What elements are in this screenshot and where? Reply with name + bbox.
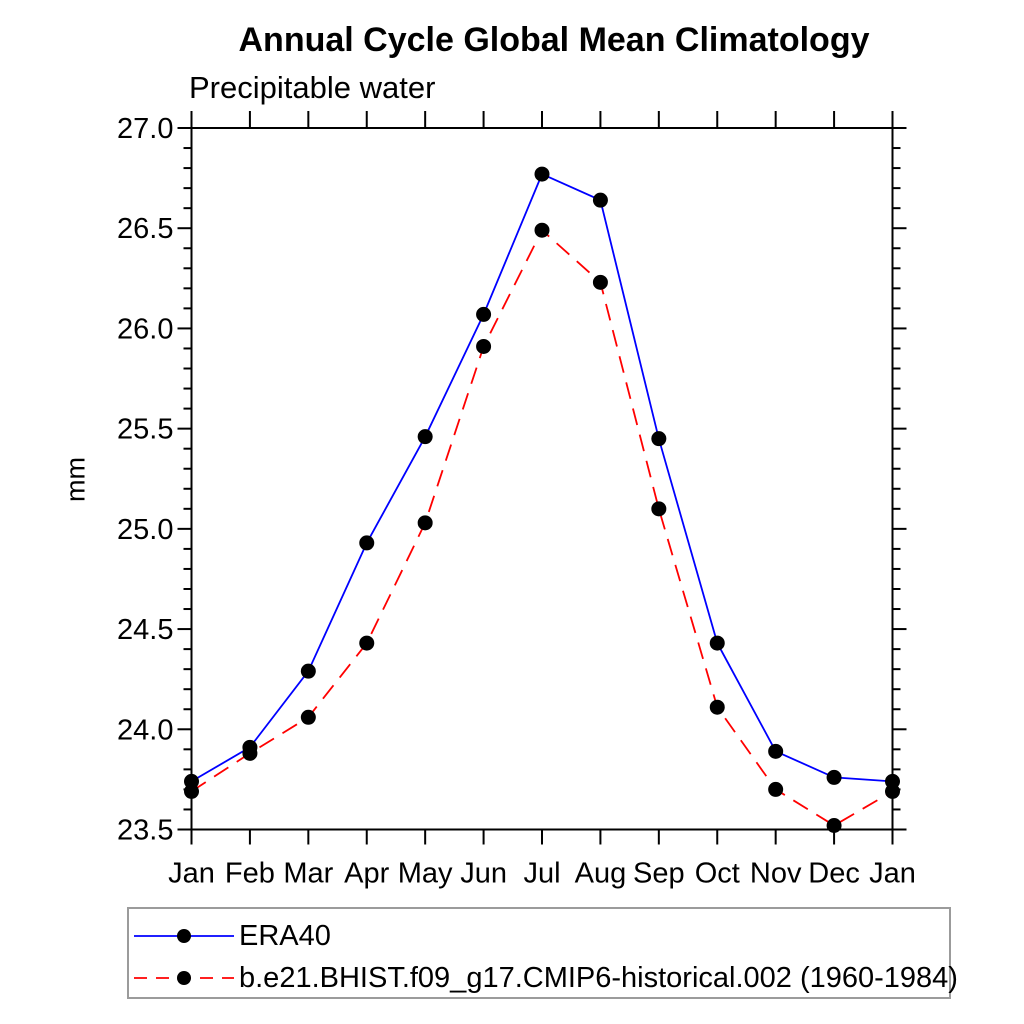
x-tick-label: Jul bbox=[523, 858, 560, 890]
series-marker-0 bbox=[359, 535, 375, 551]
series-marker-1 bbox=[242, 745, 258, 761]
series-marker-1 bbox=[184, 783, 199, 799]
series-marker-0 bbox=[417, 429, 433, 445]
legend-label: ERA40 bbox=[239, 919, 331, 952]
legend-line-sample bbox=[134, 971, 234, 985]
x-tick-label: Jan bbox=[869, 858, 916, 890]
series-marker-1 bbox=[709, 699, 725, 715]
y-tick-label: 25.5 bbox=[117, 414, 173, 446]
x-tick-label: Aug bbox=[575, 858, 627, 890]
x-tick-label: Nov bbox=[750, 858, 802, 890]
series-marker-1 bbox=[417, 515, 433, 531]
legend-box: ERA40 b.e21.BHIST.f09_g17.CMIP6-historica… bbox=[127, 907, 958, 999]
series-line-1 bbox=[191, 228, 893, 827]
y-tick-label: 23.5 bbox=[117, 815, 173, 847]
chart-subtitle: Precipitable water bbox=[189, 70, 436, 105]
y-tick-label: 25.0 bbox=[117, 514, 173, 546]
series-marker-1 bbox=[651, 501, 667, 517]
series-marker-0 bbox=[534, 166, 550, 182]
x-tick-label: Sep bbox=[633, 858, 685, 890]
legend-label: b.e21.BHIST.f09_g17.CMIP6-historical.002… bbox=[239, 961, 958, 994]
series-marker-0 bbox=[826, 769, 842, 785]
series-marker-1 bbox=[768, 781, 784, 797]
series-marker-0 bbox=[651, 431, 667, 447]
x-tick-label: Mar bbox=[283, 858, 333, 890]
series-marker-0 bbox=[709, 635, 725, 651]
series-marker-1 bbox=[476, 338, 492, 354]
series-marker-1 bbox=[300, 709, 316, 725]
y-tick-label: 24.5 bbox=[117, 614, 173, 646]
series-marker-0 bbox=[592, 192, 608, 208]
x-tick-label: Apr bbox=[344, 858, 389, 890]
y-tick-label: 26.5 bbox=[117, 213, 173, 245]
legend-item-1: b.e21.BHIST.f09_g17.CMIP6-historical.002… bbox=[132, 961, 958, 995]
series-marker-0 bbox=[476, 306, 492, 322]
series-marker-0 bbox=[300, 663, 316, 679]
legend-item-0: ERA40 bbox=[132, 919, 331, 953]
series-marker-1 bbox=[885, 783, 900, 799]
x-tick-label: Dec bbox=[808, 858, 860, 890]
x-tick-label: Feb bbox=[225, 858, 275, 890]
y-tick-label: 27.0 bbox=[117, 113, 173, 145]
y-tick-label: 26.0 bbox=[117, 313, 173, 345]
series-marker-1 bbox=[534, 222, 550, 238]
legend-marker-icon bbox=[177, 971, 191, 985]
y-tick-label: 24.0 bbox=[117, 714, 173, 746]
x-tick-label: Jan bbox=[168, 858, 215, 890]
x-tick-label: Oct bbox=[695, 858, 740, 890]
series-marker-1 bbox=[592, 274, 608, 290]
series-marker-1 bbox=[826, 817, 842, 833]
legend-marker-icon bbox=[177, 929, 191, 943]
series-marker-0 bbox=[768, 743, 784, 759]
legend-line-sample bbox=[134, 929, 234, 943]
chart-title: Annual Cycle Global Mean Climatology bbox=[238, 21, 870, 59]
series-line-0 bbox=[191, 172, 893, 783]
x-tick-label: May bbox=[398, 858, 453, 890]
x-tick-label: Jun bbox=[460, 858, 507, 890]
series-marker-1 bbox=[359, 635, 375, 651]
